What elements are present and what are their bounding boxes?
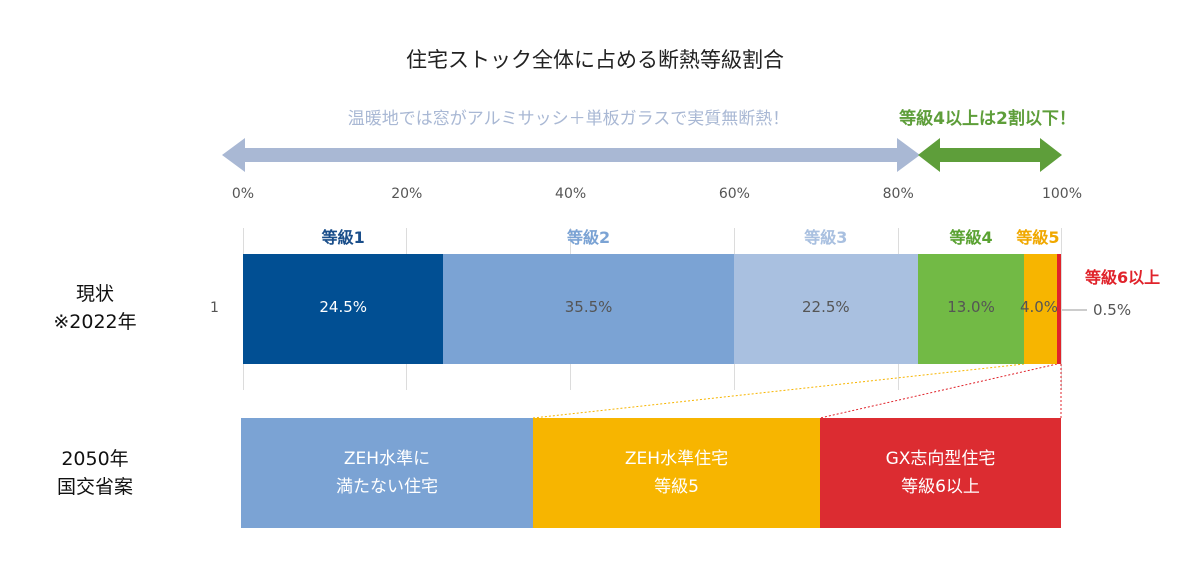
future-segment-zeh-line1: ZEH水準住宅 bbox=[624, 449, 729, 469]
bar-segment-grade-5 bbox=[1024, 254, 1057, 364]
future-segment-gx-line1: GX志向型住宅 bbox=[885, 449, 996, 469]
right-arrow-label: 等級4以上は2割以下！ bbox=[899, 109, 1076, 129]
x-tick-60: 60% bbox=[718, 186, 750, 202]
future-row-label: 2050年 国交省案 bbox=[20, 445, 170, 501]
legend-label-grade-6-plus: 等級6以上 bbox=[1085, 268, 1161, 287]
x-tick-40: 40% bbox=[555, 186, 587, 202]
data-label-grade-2: 35.5% bbox=[564, 298, 613, 316]
future-segment-below-zeh: ZEH水準に 満たない住宅 bbox=[241, 418, 533, 528]
data-label-grade-4: 13.0% bbox=[947, 298, 995, 316]
left-range-arrow bbox=[222, 138, 920, 172]
future-segment-zeh-line2: 等級5 bbox=[654, 477, 699, 497]
bar-segment-grade-1 bbox=[243, 254, 444, 364]
x-tick-0: 0% bbox=[231, 186, 255, 202]
connector-grade5-left bbox=[532, 363, 1025, 419]
connector-grade5-right bbox=[819, 363, 1058, 419]
future-segment-gx: GX志向型住宅 等級6以上 bbox=[820, 418, 1061, 528]
current-row-label-line1: 現状 bbox=[75, 283, 114, 305]
future-segment-below-zeh-line2: 満たない住宅 bbox=[336, 477, 438, 497]
chart-title: 住宅ストック全体に占める断熱等級割合 bbox=[406, 48, 784, 72]
legend-label-grade-2: 等級2 bbox=[567, 228, 611, 247]
future-segment-zeh: ZEH水準住宅 等級5 bbox=[533, 418, 820, 528]
data-label-grade-5: 4.0% bbox=[1019, 298, 1059, 316]
current-row-label-line2: ※2022年 bbox=[53, 311, 137, 333]
range-arrows bbox=[222, 138, 1062, 172]
future-segment-gx-line2: 等級6以上 bbox=[901, 477, 980, 497]
future-segment-below-zeh-line1: ZEH水準に bbox=[343, 449, 431, 469]
future-row-label-line1: 2050年 bbox=[61, 448, 129, 470]
current-row-label: 現状 ※2022年 bbox=[20, 280, 170, 336]
legend-label-grade-5: 等級5 bbox=[1016, 228, 1060, 247]
data-label-grade-6-plus: 0.5% bbox=[1093, 301, 1132, 319]
bar-segment-grade-4 bbox=[917, 254, 1025, 364]
data-label-grade-1: 24.5% bbox=[319, 298, 368, 316]
x-tick-100: 100% bbox=[1041, 186, 1083, 202]
right-range-arrow bbox=[918, 138, 1062, 172]
bar-segment-grade-2 bbox=[443, 254, 734, 364]
legend-label-grade-4: 等級4 bbox=[949, 228, 993, 247]
bar-segment-grade-3 bbox=[733, 254, 918, 364]
left-arrow-label: 温暖地では窓がアルミサッシ＋単板ガラスで実質無断熱！ bbox=[347, 109, 790, 129]
data-label-grade-3: 22.5% bbox=[801, 298, 850, 316]
x-tick-80: 80% bbox=[882, 186, 914, 202]
legend-label-grade-3: 等級3 bbox=[804, 228, 848, 247]
legend-label-grade-1: 等級1 bbox=[321, 228, 365, 247]
future-row-label-line2: 国交省案 bbox=[56, 476, 133, 498]
gridline-100 bbox=[1061, 228, 1062, 390]
bar-segment-grade-6-plus bbox=[1056, 254, 1061, 364]
x-tick-20: 20% bbox=[391, 186, 423, 202]
category-label: 1 bbox=[210, 300, 219, 316]
